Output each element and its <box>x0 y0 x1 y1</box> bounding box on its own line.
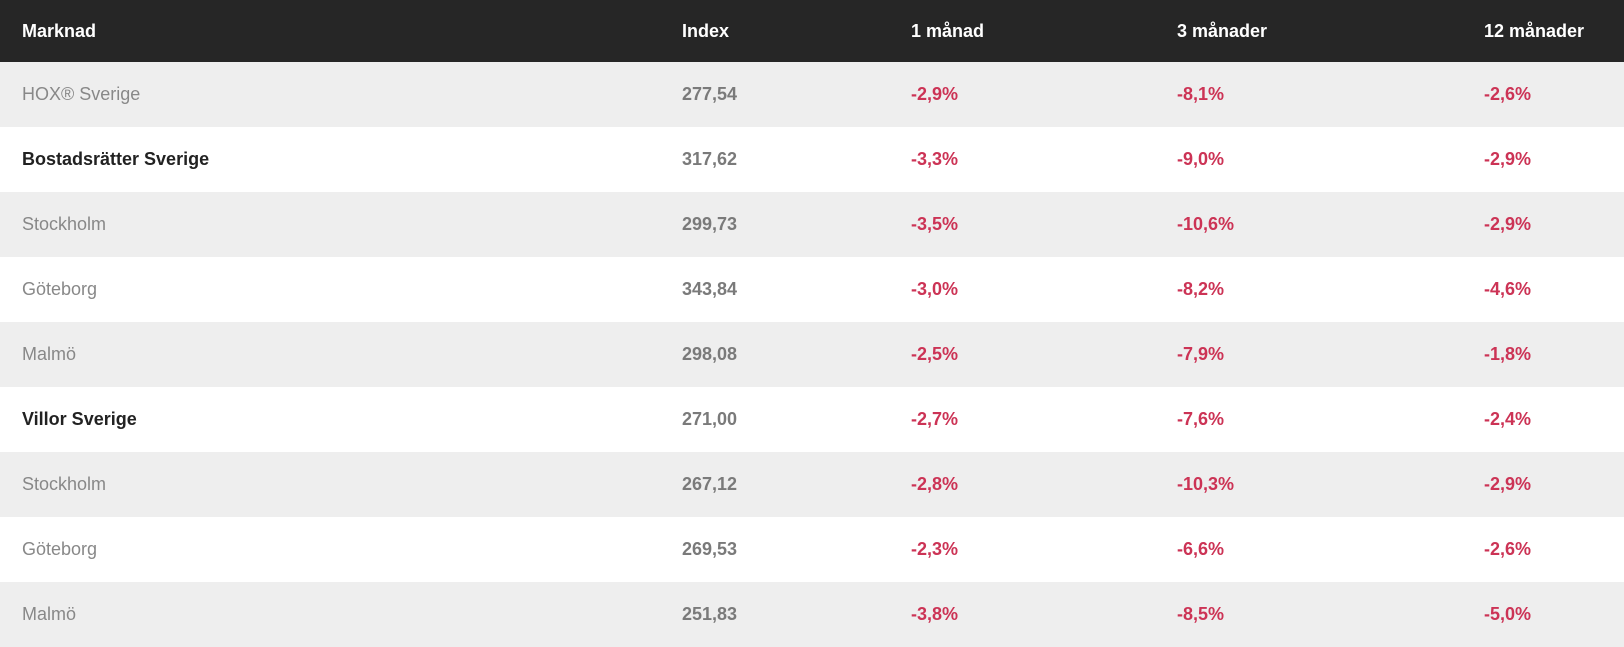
index-value: 299,73 <box>682 214 738 234</box>
header-market: Marknad <box>22 20 97 41</box>
index-value: 343,84 <box>682 279 738 299</box>
change-1-month: -2,8% <box>911 474 959 494</box>
change-1-month: -3,5% <box>911 214 959 234</box>
change-12-months: -5,0% <box>1484 604 1532 624</box>
index-value: 269,53 <box>682 539 738 559</box>
table-row: Stockholm 267,12 -2,8% -10,3% -2,9% <box>0 452 1624 517</box>
change-3-months: -10,6% <box>1177 214 1235 234</box>
change-12-months: -2,6% <box>1484 539 1532 559</box>
change-12-months: -4,6% <box>1484 279 1532 299</box>
change-1-month: -2,9% <box>911 84 959 104</box>
change-1-month: -2,5% <box>911 344 959 364</box>
change-3-months: -7,9% <box>1177 344 1225 364</box>
index-value: 251,83 <box>682 604 738 624</box>
change-3-months: -8,2% <box>1177 279 1225 299</box>
market-name: Bostadsrätter Sverige <box>22 149 210 169</box>
table-row: Villor Sverige 271,00 -2,7% -7,6% -2,4% <box>0 387 1624 452</box>
change-3-months: -6,6% <box>1177 539 1225 559</box>
market-name: Stockholm <box>22 474 107 494</box>
change-1-month: -3,3% <box>911 149 959 169</box>
table-row: Malmö 251,83 -3,8% -8,5% -5,0% <box>0 582 1624 647</box>
index-value: 298,08 <box>682 344 738 364</box>
change-3-months: -8,1% <box>1177 84 1225 104</box>
change-12-months: -1,8% <box>1484 344 1532 364</box>
change-12-months: -2,4% <box>1484 409 1532 429</box>
table-header: Marknad Index 1 månad 3 månader 12 månad… <box>0 0 1624 62</box>
header-1-month: 1 månad <box>911 20 985 41</box>
change-12-months: -2,9% <box>1484 149 1532 169</box>
market-name: Stockholm <box>22 214 107 234</box>
header-3-months: 3 månader <box>1177 20 1268 41</box>
header-index: Index <box>682 20 730 41</box>
change-1-month: -3,8% <box>911 604 959 624</box>
market-name: HOX® Sverige <box>22 84 141 104</box>
change-3-months: -9,0% <box>1177 149 1225 169</box>
table-row: Malmö 298,08 -2,5% -7,9% -1,8% <box>0 322 1624 387</box>
market-name: Göteborg <box>22 279 98 299</box>
market-name: Villor Sverige <box>22 409 137 429</box>
header-12-months: 12 månader <box>1484 20 1585 41</box>
table-row: Göteborg 269,53 -2,3% -6,6% -2,6% <box>0 517 1624 582</box>
change-12-months: -2,9% <box>1484 214 1532 234</box>
change-1-month: -2,3% <box>911 539 959 559</box>
change-12-months: -2,6% <box>1484 84 1532 104</box>
table-row: Stockholm 299,73 -3,5% -10,6% -2,9% <box>0 192 1624 257</box>
index-value: 277,54 <box>682 84 738 104</box>
change-3-months: -10,3% <box>1177 474 1235 494</box>
change-1-month: -2,7% <box>911 409 959 429</box>
change-1-month: -3,0% <box>911 279 959 299</box>
change-12-months: -2,9% <box>1484 474 1532 494</box>
index-value: 267,12 <box>682 474 738 494</box>
market-name: Göteborg <box>22 539 98 559</box>
table-row: HOX® Sverige 277,54 -2,9% -8,1% -2,6% <box>0 62 1624 127</box>
table-row: Göteborg 343,84 -3,0% -8,2% -4,6% <box>0 257 1624 322</box>
market-name: Malmö <box>22 604 77 624</box>
index-value: 271,00 <box>682 409 738 429</box>
change-3-months: -7,6% <box>1177 409 1225 429</box>
table-row: Bostadsrätter Sverige 317,62 -3,3% -9,0%… <box>0 127 1624 192</box>
index-value: 317,62 <box>682 149 738 169</box>
market-name: Malmö <box>22 344 77 364</box>
change-3-months: -8,5% <box>1177 604 1225 624</box>
